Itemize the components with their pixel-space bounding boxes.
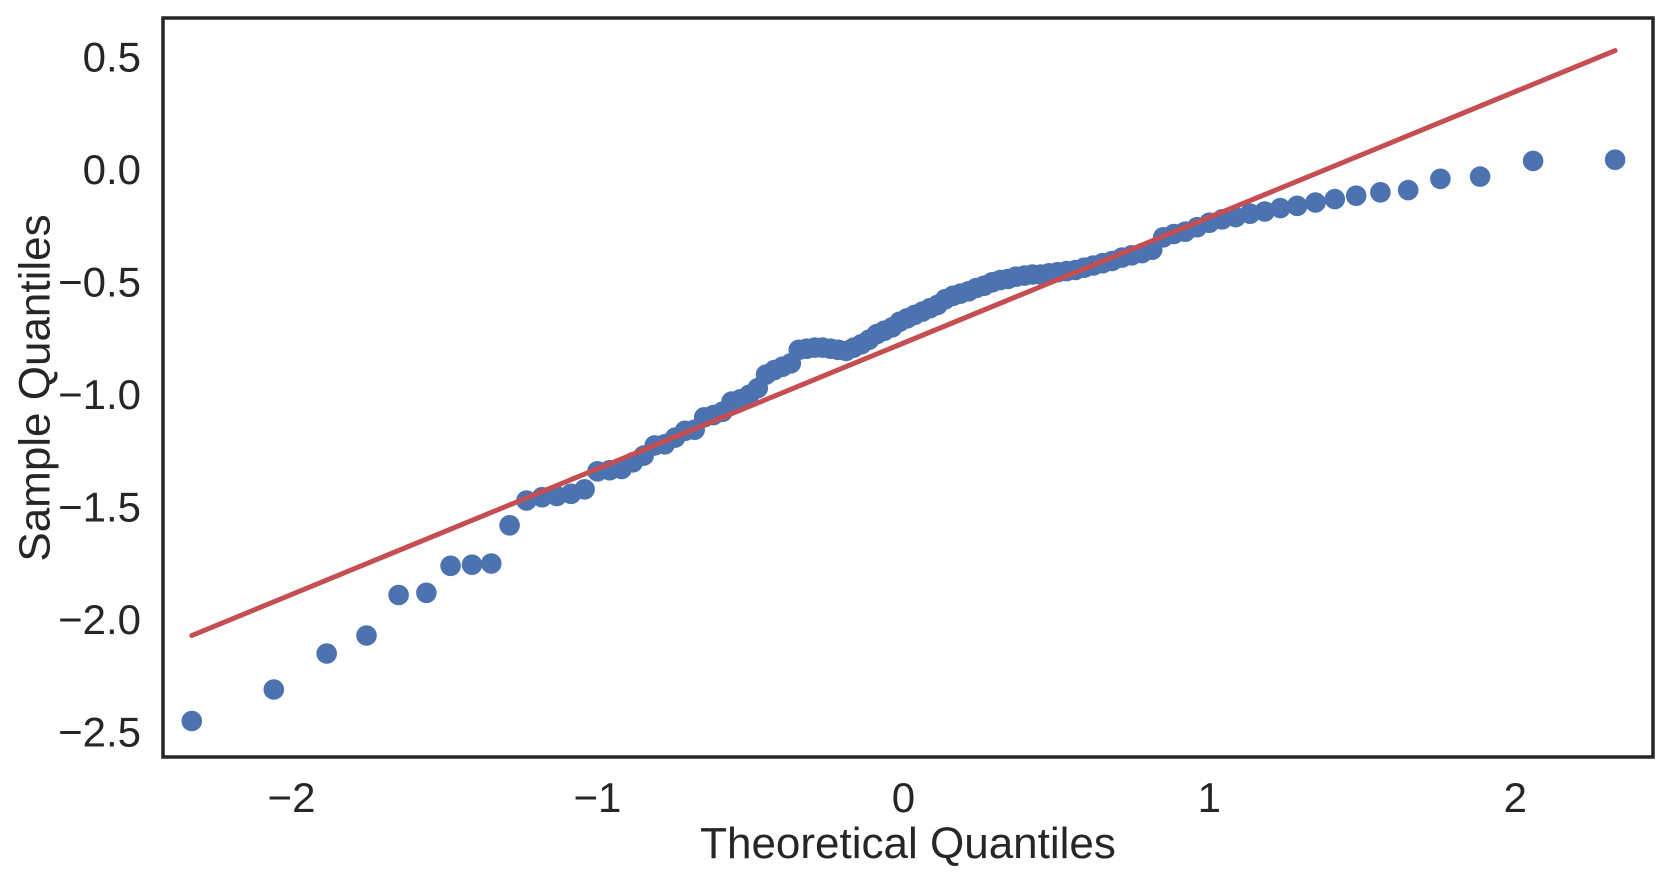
data-point xyxy=(574,479,595,500)
x-tick-label: 0 xyxy=(892,774,915,821)
x-tick-label: 1 xyxy=(1198,774,1221,821)
data-point xyxy=(1305,192,1326,213)
x-axis-title: Theoretical Quantiles xyxy=(700,819,1116,868)
data-point xyxy=(263,679,285,700)
data-point xyxy=(1345,185,1367,206)
data-point xyxy=(461,554,483,575)
y-tick-label: −2.5 xyxy=(58,708,141,755)
data-point xyxy=(1522,150,1544,172)
data-point xyxy=(499,515,520,536)
qq-reference-line xyxy=(189,48,1618,638)
data-point xyxy=(1430,168,1451,190)
y-tick-label: 0.0 xyxy=(83,146,141,193)
y-tick-label: −2.0 xyxy=(58,596,141,643)
x-tick-label: −2 xyxy=(268,774,316,821)
data-point xyxy=(1604,149,1626,170)
data-point xyxy=(440,555,461,577)
data-point xyxy=(481,553,502,574)
y-tick-label: −1.5 xyxy=(58,483,141,530)
y-tick-label: −1.0 xyxy=(58,371,141,418)
data-point xyxy=(356,625,377,646)
y-tick-label: −0.5 xyxy=(58,258,141,305)
data-point xyxy=(1286,195,1308,217)
data-point xyxy=(416,582,437,604)
x-tick-label: −1 xyxy=(574,774,622,821)
data-point xyxy=(1397,179,1419,201)
y-axis-title: Sample Quantiles xyxy=(10,214,60,562)
data-point xyxy=(1324,188,1346,210)
x-tick-label: 2 xyxy=(1504,774,1527,821)
data-point xyxy=(316,643,338,664)
data-point xyxy=(1469,166,1491,187)
data-point xyxy=(1370,182,1391,203)
y-tick-label: 0.5 xyxy=(83,33,141,80)
data-point xyxy=(181,710,203,732)
plot-spines xyxy=(161,16,1655,759)
data-point xyxy=(388,584,409,606)
data-point xyxy=(1254,201,1275,222)
data-point xyxy=(1270,197,1291,219)
